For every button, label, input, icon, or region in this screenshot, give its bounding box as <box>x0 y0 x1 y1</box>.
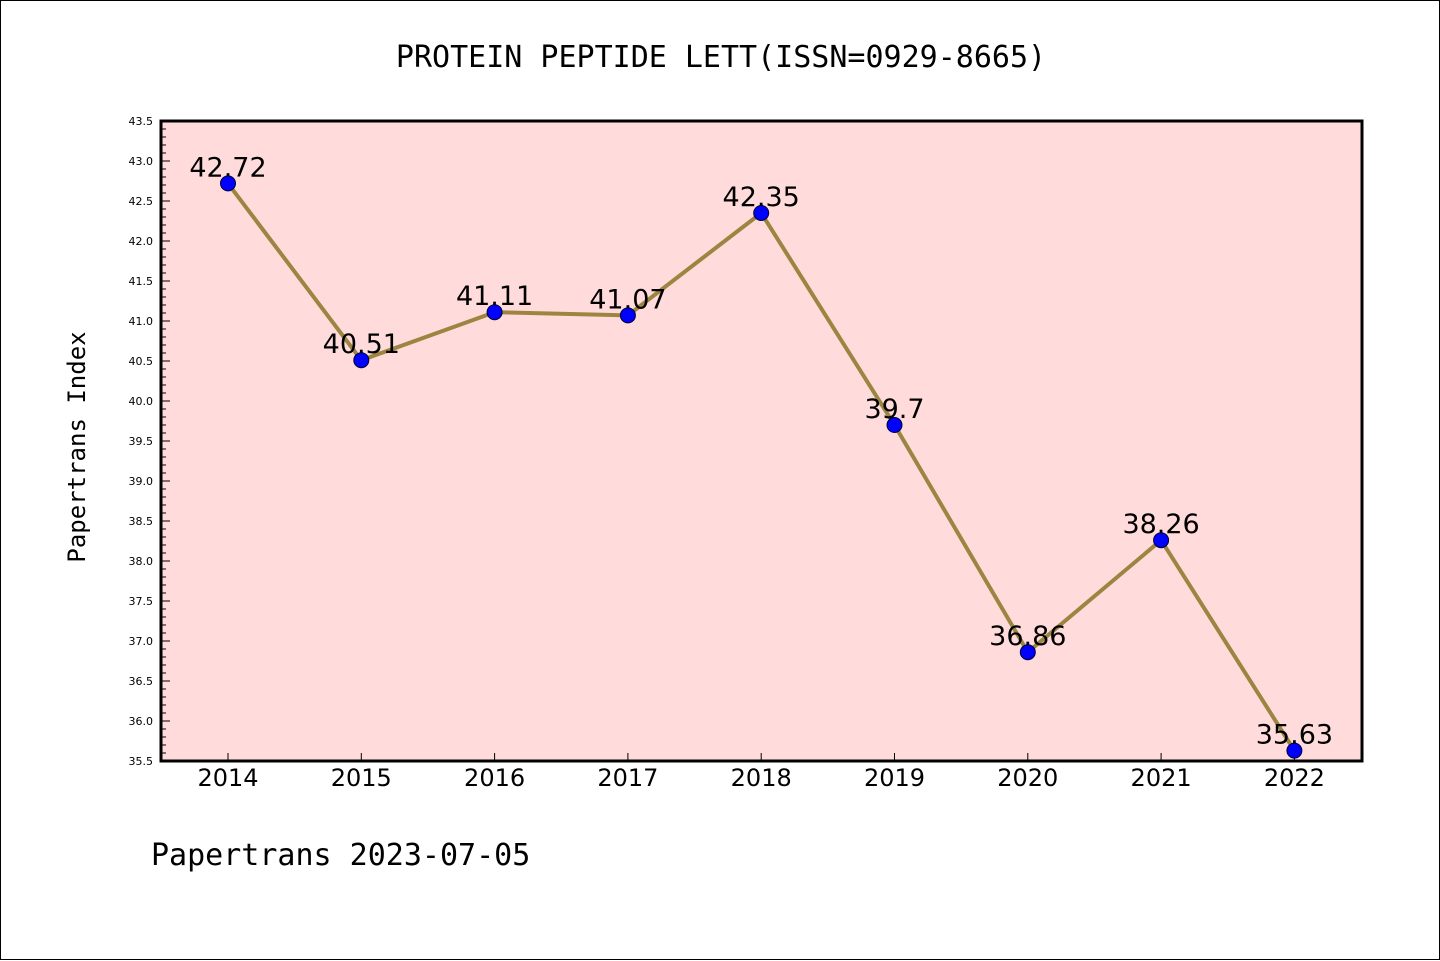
y-tick-label: 38.0 <box>129 555 154 568</box>
data-label: 41.11 <box>456 281 533 312</box>
y-tick-label: 41.5 <box>129 275 154 288</box>
data-label: 40.51 <box>323 329 400 360</box>
data-point <box>753 205 770 221</box>
y-tick-label: 42.5 <box>129 195 154 208</box>
data-point <box>486 304 503 321</box>
data-label-layer: 42.72 40.51 41.11 41.07 42.35 39.7 36.86 38.26 3… <box>189 152 1333 750</box>
plot-border <box>159 119 1364 763</box>
x-tick-label: 2018 <box>731 764 792 792</box>
x-tick-label: 2022 <box>1264 764 1325 792</box>
plot-area <box>161 121 1362 761</box>
x-tick-label: 2014 <box>197 764 258 792</box>
y-tick-label: 43.0 <box>129 155 154 168</box>
y-tick-label: 37.5 <box>129 595 154 608</box>
x-tick-label: 2015 <box>331 764 392 792</box>
data-label: 42.72 <box>189 152 266 183</box>
y-tick-label: 35.5 <box>129 755 154 768</box>
data-point <box>619 307 636 324</box>
x-tick-label: 2020 <box>997 764 1058 792</box>
x-tick-label: 2016 <box>464 764 525 792</box>
y-tick-label: 37.0 <box>129 635 154 648</box>
y-axis-title: Papertrans Index <box>63 331 91 562</box>
x-tick-label: 2019 <box>864 764 925 792</box>
x-axis-ticks: 2014 2015 2016 2017 2018 2019 2020 2021 2022 <box>197 753 1325 792</box>
y-tick-label: 41.0 <box>129 315 154 328</box>
series-layer <box>220 175 1303 759</box>
y-tick-label: 38.5 <box>129 515 154 528</box>
data-label: 36.86 <box>989 621 1066 652</box>
data-point <box>220 175 236 192</box>
x-tick-label: 2017 <box>597 764 658 792</box>
data-label: 38.26 <box>1122 509 1199 540</box>
y-tick-label: 39.0 <box>129 475 154 488</box>
data-point <box>353 352 370 369</box>
data-point <box>886 417 903 433</box>
y-tick-label: 43.5 <box>129 115 154 128</box>
y-tick-label: 42.0 <box>129 235 154 248</box>
y-tick-label: 36.0 <box>129 715 154 728</box>
data-label: 35.63 <box>1256 720 1333 751</box>
chart-title: PROTEIN PEPTIDE LETT(ISSN=0929-8665) <box>396 40 1046 75</box>
data-point <box>1153 532 1170 549</box>
y-tick-label: 40.5 <box>129 355 154 368</box>
footer-credit: Papertrans 2023-07-05 <box>151 838 530 873</box>
y-tick-label: 36.5 <box>129 675 154 688</box>
x-tick-label: 2021 <box>1131 764 1192 792</box>
data-label: 42.35 <box>723 182 800 213</box>
data-point <box>1019 644 1036 661</box>
data-label: 41.07 <box>589 284 666 315</box>
y-tick-label: 40.0 <box>129 395 154 408</box>
data-label: 39.7 <box>864 394 924 425</box>
data-point <box>1286 742 1303 759</box>
y-axis-ticks: 35.5 36.0 36.5 37.0 37.5 38.0 38.5 39.0 39.5 40.0… <box>129 115 170 768</box>
y-tick-label: 39.5 <box>129 435 154 448</box>
